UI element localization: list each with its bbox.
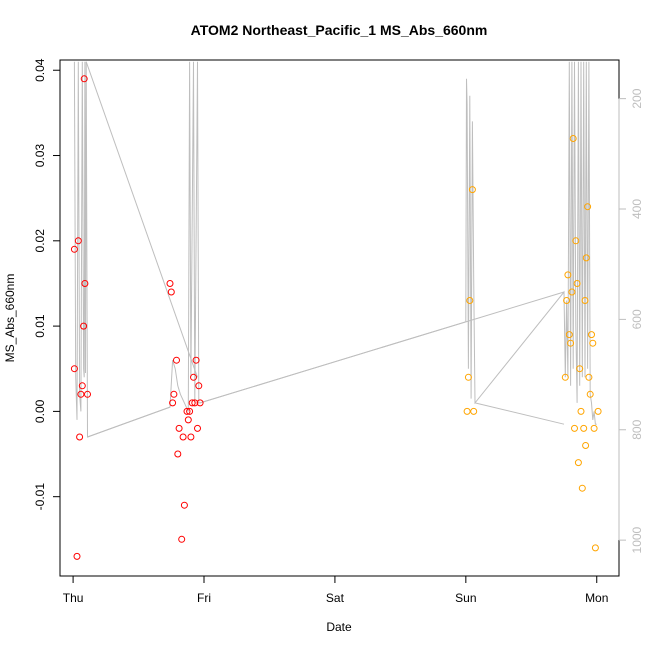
trace-segment-3 xyxy=(474,402,565,425)
data-point-orange-13 xyxy=(572,237,580,245)
data-point-orange-25 xyxy=(586,390,594,398)
data-point-red-18 xyxy=(178,535,186,543)
y-tick-label-0: -0.01 xyxy=(33,483,47,511)
data-point-orange-3 xyxy=(468,186,476,194)
data-point-red-23 xyxy=(186,407,194,415)
trace-line xyxy=(73,61,597,438)
y-tick-label-1: 0.00 xyxy=(33,399,47,423)
y2-tick-label-0: 200 xyxy=(630,88,644,108)
data-point-red-22 xyxy=(184,416,192,424)
data-point-red-20 xyxy=(180,501,188,509)
data-point-red-24 xyxy=(187,433,195,441)
data-point-orange-28 xyxy=(590,424,598,432)
data-point-red-28 xyxy=(192,356,200,364)
x-tick-label-3: Sun xyxy=(455,591,476,605)
data-point-orange-26 xyxy=(588,331,595,339)
data-point-red-7 xyxy=(80,322,88,330)
data-point-red-15 xyxy=(173,356,180,364)
data-point-red-25 xyxy=(188,399,196,407)
data-point-red-2 xyxy=(73,552,81,560)
x-tick-label-4: Mon xyxy=(585,591,608,605)
y2-tick-label-4: 1000 xyxy=(630,526,644,553)
data-point-orange-0 xyxy=(463,407,471,415)
data-point-orange-8 xyxy=(565,331,573,339)
chart-title: ATOM2 Northeast_Pacific_1 MS_Abs_660nm xyxy=(191,22,488,38)
line-layer xyxy=(73,61,597,438)
data-point-orange-23 xyxy=(584,203,592,211)
data-point-red-4 xyxy=(76,433,84,441)
trace-segment-2 xyxy=(199,321,466,404)
data-point-orange-30 xyxy=(594,407,602,415)
data-point-red-12 xyxy=(167,288,175,296)
data-point-red-14 xyxy=(170,390,178,398)
data-point-red-13 xyxy=(169,399,177,407)
x-axis: Thu Fri Sat Sun Mon xyxy=(63,575,608,605)
y-tick-label-2: 0.01 xyxy=(33,314,47,338)
y2-tick-label-2: 600 xyxy=(630,309,644,329)
y-tick-label-4: 0.03 xyxy=(33,144,47,168)
data-point-orange-12 xyxy=(571,424,578,432)
data-point-red-21 xyxy=(183,407,191,415)
data-point-red-29 xyxy=(194,424,201,432)
y-axis-label: MS_Abs_660nm xyxy=(3,274,17,363)
data-point-orange-19 xyxy=(580,424,588,432)
trace-segment-0 xyxy=(85,61,198,378)
data-point-orange-7 xyxy=(564,271,572,279)
data-point-orange-20 xyxy=(581,297,589,304)
point-layer xyxy=(70,75,602,560)
data-point-red-10 xyxy=(84,390,91,398)
data-point-red-27 xyxy=(191,399,199,407)
y2-axis-right: 200 400 600 800 1000 xyxy=(618,88,644,553)
data-point-orange-10 xyxy=(568,288,576,296)
data-point-orange-21 xyxy=(582,442,590,449)
x-tick-label-0: Thu xyxy=(63,591,84,605)
data-point-orange-29 xyxy=(591,544,599,552)
data-point-red-31 xyxy=(196,399,204,407)
data-point-red-3 xyxy=(74,237,82,245)
data-point-red-6 xyxy=(78,382,86,390)
data-point-orange-22 xyxy=(582,254,590,262)
y2-tick-label-3: 800 xyxy=(630,419,644,439)
y-tick-label-3: 0.02 xyxy=(33,229,47,253)
data-point-red-16 xyxy=(174,450,182,458)
data-point-orange-2 xyxy=(466,297,474,304)
data-point-red-19 xyxy=(179,433,187,441)
data-point-orange-18 xyxy=(578,484,586,492)
data-point-red-5 xyxy=(77,390,85,398)
x-tick-label-2: Sat xyxy=(326,591,345,605)
data-point-orange-16 xyxy=(576,365,584,373)
data-point-orange-6 xyxy=(563,297,571,304)
trace-segment-1 xyxy=(87,406,171,438)
data-point-orange-5 xyxy=(561,373,569,381)
data-point-orange-11 xyxy=(569,135,577,142)
data-point-red-30 xyxy=(195,382,203,390)
x-axis-label: Date xyxy=(326,620,352,634)
data-point-red-0 xyxy=(70,245,78,253)
data-point-orange-9 xyxy=(567,339,575,347)
data-point-red-26 xyxy=(190,373,197,381)
data-point-red-17 xyxy=(175,424,183,432)
plot-frame xyxy=(59,59,620,577)
data-point-orange-17 xyxy=(577,407,585,415)
data-point-orange-4 xyxy=(470,407,478,415)
trace-segment-4 xyxy=(465,291,565,323)
data-point-orange-1 xyxy=(464,373,472,381)
y-axis: -0.01 0.00 0.01 0.02 0.03 0.04 xyxy=(33,58,61,511)
x-tick-label-1: Fri xyxy=(197,591,211,605)
data-point-orange-14 xyxy=(573,280,581,287)
data-point-red-1 xyxy=(70,365,78,373)
y-tick-label-5: 0.04 xyxy=(33,58,47,82)
data-point-orange-27 xyxy=(589,339,597,347)
data-point-red-9 xyxy=(81,280,89,287)
data-point-red-8 xyxy=(80,75,88,83)
data-point-orange-24 xyxy=(585,373,593,381)
data-point-orange-15 xyxy=(574,459,582,467)
data-point-red-11 xyxy=(166,280,174,287)
y2-tick-label-1: 400 xyxy=(630,199,644,219)
